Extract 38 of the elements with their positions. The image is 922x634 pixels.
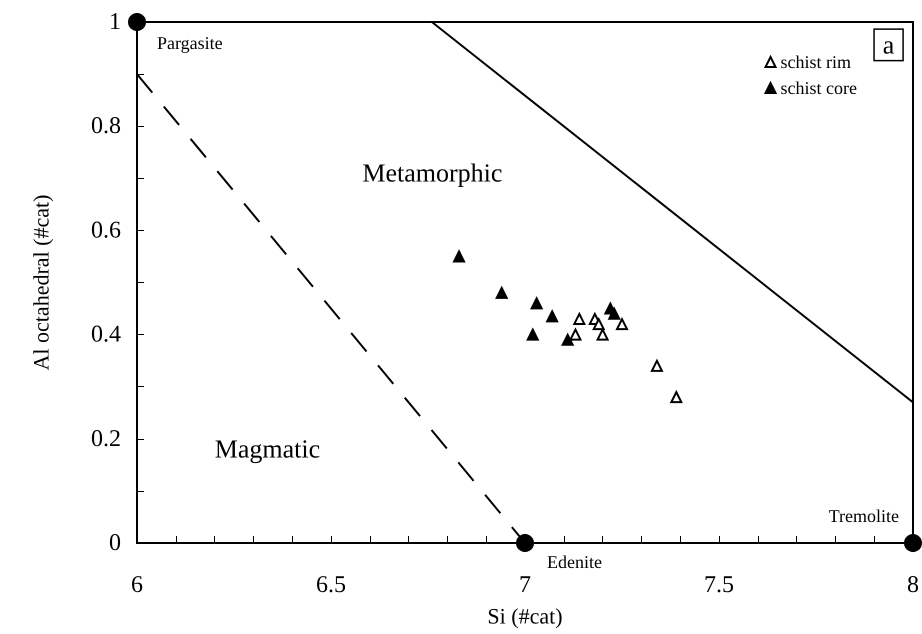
point bbox=[573, 312, 586, 325]
y-tick-label: 0.8 bbox=[91, 113, 121, 140]
point bbox=[128, 13, 146, 31]
annotation: Tremolite bbox=[828, 506, 900, 526]
point bbox=[592, 318, 605, 330]
point bbox=[650, 360, 663, 372]
point bbox=[616, 318, 628, 330]
y-tick-label: 0.2 bbox=[91, 426, 121, 452]
point bbox=[496, 286, 508, 299]
annotation: Edenite bbox=[547, 552, 602, 572]
point bbox=[904, 534, 922, 552]
point bbox=[562, 334, 574, 346]
annotation: a bbox=[882, 30, 895, 60]
y-tick-label: 0.6 bbox=[91, 217, 121, 244]
point bbox=[530, 297, 543, 310]
point bbox=[608, 308, 620, 320]
x-axis-title: Si (#cat) bbox=[487, 604, 563, 628]
x-tick-label: 7.5 bbox=[704, 572, 734, 598]
point bbox=[453, 250, 466, 262]
annotation: Pargasite bbox=[157, 33, 223, 53]
legend-label: schist rim bbox=[780, 52, 852, 72]
y-tick-label: 0.4 bbox=[91, 322, 121, 348]
x-tick-label: 8 bbox=[907, 572, 919, 598]
x-tick-label: 6.5 bbox=[316, 572, 346, 598]
annotation: Metamorphic bbox=[362, 158, 502, 188]
x-tick-label: 6 bbox=[131, 572, 143, 598]
point bbox=[546, 310, 558, 322]
x-tick-label: 7 bbox=[519, 572, 531, 598]
point bbox=[569, 328, 582, 341]
point bbox=[670, 391, 682, 404]
point bbox=[526, 328, 539, 341]
y-tick-label: 1 bbox=[109, 9, 121, 35]
legend-label: schist core bbox=[780, 78, 858, 98]
y-axis-title: Al octahedral (#cat) bbox=[28, 194, 54, 370]
point bbox=[596, 328, 609, 341]
y-tick-label: 0 bbox=[109, 530, 121, 556]
point bbox=[516, 534, 534, 552]
annotation: Magmatic bbox=[214, 434, 320, 464]
